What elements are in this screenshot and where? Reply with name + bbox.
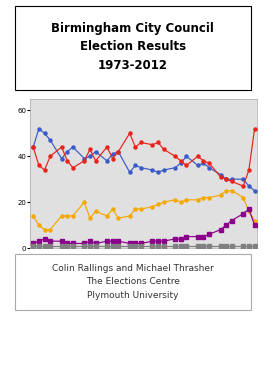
FancyBboxPatch shape <box>15 254 251 310</box>
FancyBboxPatch shape <box>15 6 251 90</box>
Text: Colin Rallings and Michael Thrasher
The Elections Centre
Plymouth University: Colin Rallings and Michael Thrasher The … <box>52 264 214 300</box>
Text: Birmingham City Council
Election Results
1973-2012: Birmingham City Council Election Results… <box>51 22 214 72</box>
